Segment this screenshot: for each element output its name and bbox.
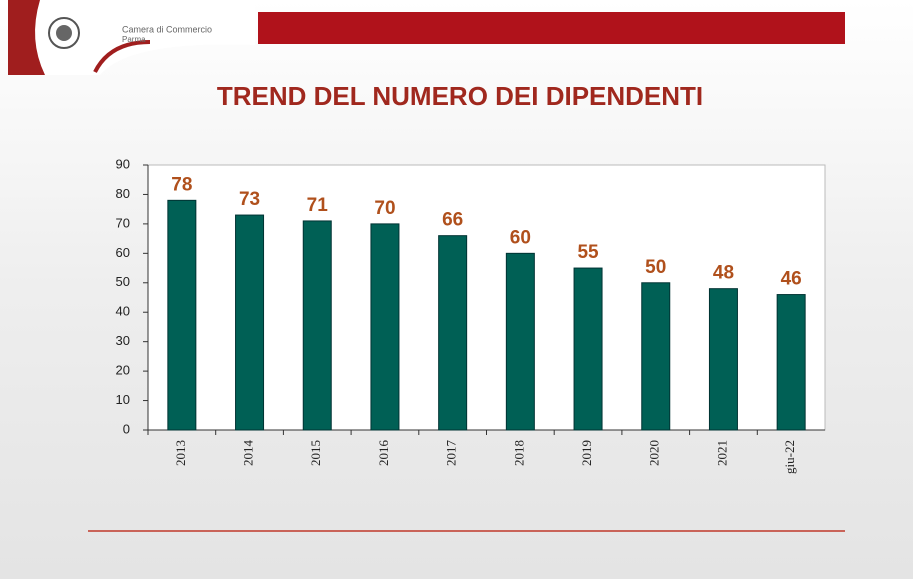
value-label: 66	[442, 210, 463, 231]
y-tick-label: 80	[116, 186, 130, 201]
value-label: 78	[171, 174, 192, 195]
x-tick-label: 2018	[511, 440, 526, 466]
y-tick-label: 60	[116, 245, 130, 260]
x-tick-label: 2013	[173, 440, 188, 466]
value-label: 46	[781, 269, 802, 290]
value-label: 73	[239, 189, 260, 210]
y-tick-label: 30	[116, 333, 130, 348]
value-label: 70	[374, 198, 395, 219]
bar	[708, 288, 738, 431]
y-tick-label: 10	[116, 392, 130, 407]
value-label: 60	[510, 227, 531, 248]
logo-curve	[8, 0, 45, 75]
bar	[776, 294, 806, 431]
value-label: 55	[577, 242, 599, 263]
bar	[505, 252, 535, 431]
x-tick-label: 2019	[579, 440, 594, 466]
header-bar	[258, 12, 845, 44]
y-tick-label: 0	[123, 421, 130, 436]
y-tick-label: 90	[116, 156, 130, 171]
bar	[573, 267, 603, 431]
y-tick-label: 70	[116, 215, 130, 230]
bar	[302, 220, 332, 431]
x-tick-label: 2014	[241, 440, 256, 467]
value-label: 71	[307, 195, 329, 216]
bar	[167, 199, 197, 431]
logo-arc	[93, 40, 151, 73]
value-label: 50	[645, 257, 666, 278]
logo-seal-inner	[56, 25, 72, 41]
x-tick-label: 2015	[308, 440, 323, 466]
bar	[235, 214, 265, 431]
org-name: Camera di Commercio	[122, 24, 212, 34]
y-tick-label: 50	[116, 274, 130, 289]
bar	[370, 223, 400, 431]
x-tick-label: giu-22	[782, 440, 797, 474]
x-tick-label: 2020	[647, 440, 662, 466]
org-city: Parma	[122, 35, 146, 44]
x-tick-label: 2021	[714, 440, 729, 466]
y-tick-label: 40	[116, 304, 130, 319]
value-label: 48	[713, 263, 734, 284]
x-tick-label: 2016	[376, 440, 391, 467]
y-tick-label: 20	[116, 363, 130, 378]
chart-title: TREND DEL NUMERO DEI DIPENDENTI	[217, 81, 703, 111]
bar	[641, 282, 671, 431]
x-tick-label: 2017	[444, 440, 459, 467]
bar	[438, 235, 468, 431]
